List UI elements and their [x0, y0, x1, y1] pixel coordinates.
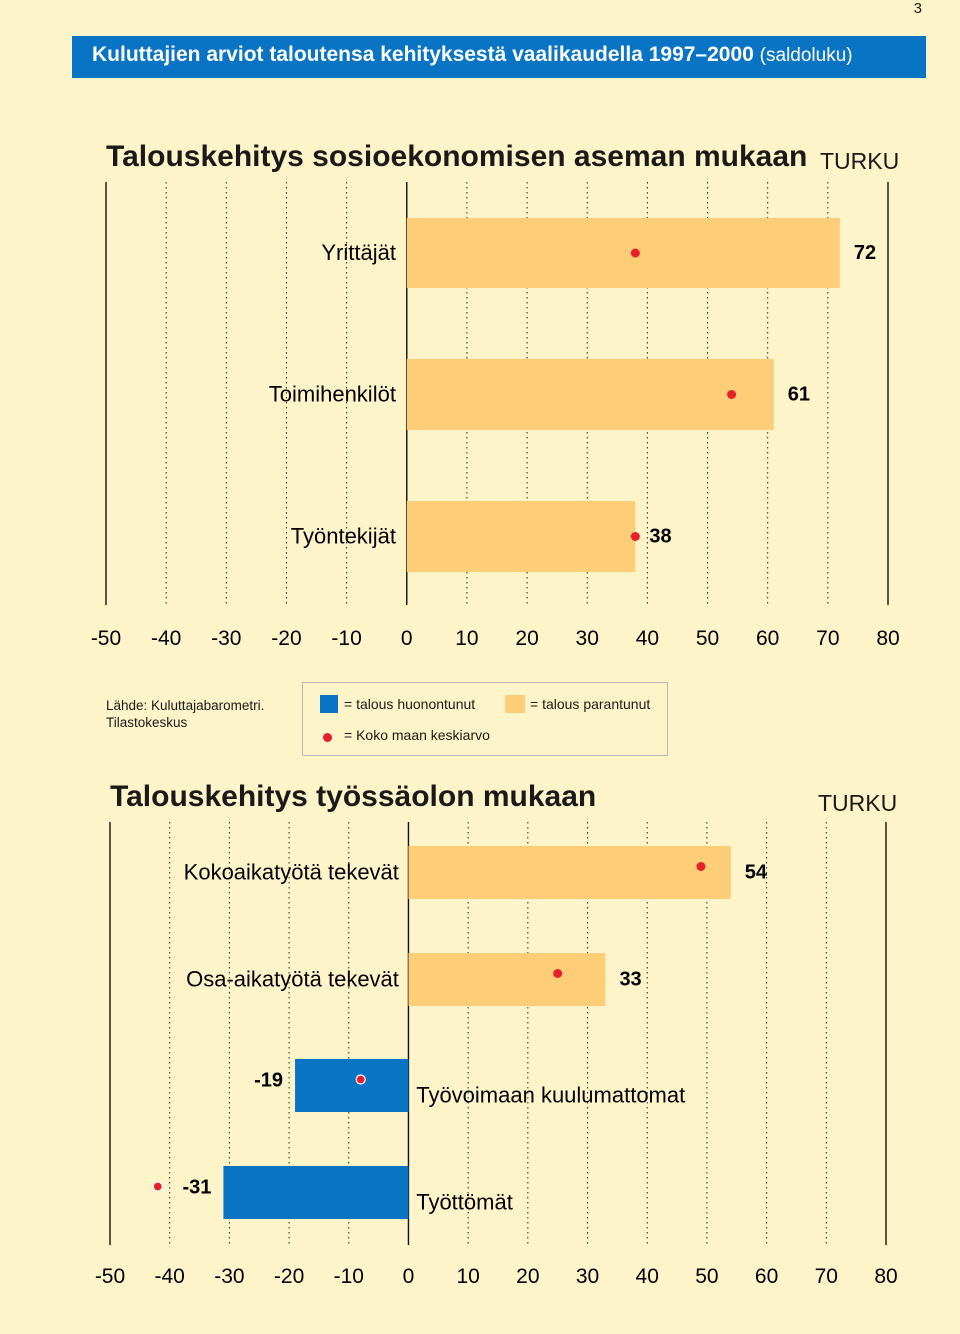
- x-tick-label: -20: [271, 627, 301, 650]
- category-label: Osa-aikatyötä tekevät: [186, 967, 399, 992]
- chart1-title: Talouskehitys sosioekonomisen aseman muk…: [106, 140, 808, 173]
- x-tick-label: 40: [636, 627, 659, 650]
- x-tick-label: 70: [815, 1265, 838, 1288]
- bar: [295, 1059, 409, 1112]
- x-tick-label: 70: [816, 627, 839, 650]
- value-label: 54: [745, 862, 768, 884]
- source-note: Lähde: Kuluttajabarometri. Tilastokeskus: [106, 697, 264, 731]
- x-tick-label: 30: [576, 1265, 599, 1288]
- average-dot: [727, 390, 737, 399]
- bar: [406, 359, 774, 430]
- category-label: Yrittäjät: [321, 240, 396, 265]
- value-label: 72: [854, 242, 876, 264]
- x-tick-label: 20: [515, 627, 538, 650]
- x-tick-label: -40: [151, 627, 181, 650]
- x-tick-label: 20: [516, 1265, 539, 1288]
- x-tick-label: -50: [91, 627, 121, 650]
- average-dot: [355, 1074, 366, 1085]
- x-tick-label: -10: [331, 627, 361, 650]
- chart2-region: TURKU: [818, 790, 898, 816]
- average-dot: [630, 532, 640, 541]
- value-label: 61: [788, 384, 810, 406]
- report-banner: Kuluttajien arviot taloutensa kehitykses…: [72, 36, 926, 78]
- legend-label-average: = Koko maan keskiarvo: [344, 727, 490, 743]
- category-label: Työntekijät: [291, 524, 396, 549]
- x-tick-label: 50: [696, 627, 719, 650]
- x-tick-label: -30: [211, 627, 241, 650]
- bar: [408, 953, 606, 1006]
- average-dot: [152, 1181, 163, 1192]
- x-tick-label: 60: [756, 627, 779, 650]
- x-tick-label: 30: [576, 627, 599, 650]
- legend-dot-average: [323, 733, 332, 742]
- legend-label-worse: = talous huonontunut: [344, 696, 476, 712]
- x-tick-label: -50: [95, 1265, 125, 1288]
- chart2-title: Talouskehitys työssäolon mukaan: [110, 780, 597, 813]
- x-tick-label: 60: [755, 1265, 778, 1288]
- x-tick-label: -20: [274, 1265, 304, 1288]
- chart1-plot: Yrittäjät 72 Toimihenkilöt 61 Työntekijät 38 -…: [91, 182, 900, 650]
- value-label: -19: [254, 1070, 283, 1092]
- page-number: 3: [913, 0, 922, 17]
- legend: = talous huonontunut = talous parantunut…: [302, 682, 668, 756]
- average-dot: [630, 248, 640, 258]
- bar: [223, 1166, 409, 1219]
- legend-swatch-better: [505, 695, 525, 713]
- x-tick-label: 50: [695, 1265, 718, 1288]
- x-tick-label: -30: [214, 1265, 244, 1288]
- x-tick-label: -10: [334, 1265, 364, 1288]
- average-dot: [696, 862, 706, 871]
- x-tick-label: 10: [456, 1265, 479, 1288]
- x-tick-label: 40: [636, 1265, 659, 1288]
- category-label: Työvoimaan kuulumattomat: [416, 1083, 685, 1108]
- bar: [406, 218, 840, 288]
- x-tick-label: 80: [876, 627, 899, 650]
- value-label: -31: [183, 1177, 212, 1199]
- value-label: 38: [649, 526, 671, 548]
- legend-label-better: = talous parantunut: [530, 696, 651, 712]
- x-tick-label: 80: [874, 1265, 897, 1288]
- x-tick-label: -40: [155, 1265, 185, 1288]
- average-dot: [553, 969, 563, 978]
- source-line-2: Tilastokeskus: [106, 715, 188, 730]
- source-line-1: Lähde: Kuluttajabarometri.: [106, 698, 265, 713]
- category-label: Toimihenkilöt: [269, 382, 396, 407]
- bar: [406, 501, 636, 572]
- x-tick-label: 0: [403, 1265, 415, 1288]
- banner-subtitle: (saldoluku): [759, 45, 853, 66]
- chart1-region: TURKU: [820, 148, 900, 174]
- x-tick-label: 10: [455, 627, 478, 650]
- value-label: 33: [619, 969, 641, 991]
- x-tick-label: 0: [401, 627, 413, 650]
- category-label: Työttömät: [416, 1190, 513, 1215]
- banner-title: Kuluttajien arviot taloutensa kehitykses…: [92, 43, 754, 66]
- bar: [408, 846, 731, 899]
- category-label: Kokoaikatyötä tekevät: [184, 860, 399, 885]
- legend-swatch-worse: [320, 695, 338, 713]
